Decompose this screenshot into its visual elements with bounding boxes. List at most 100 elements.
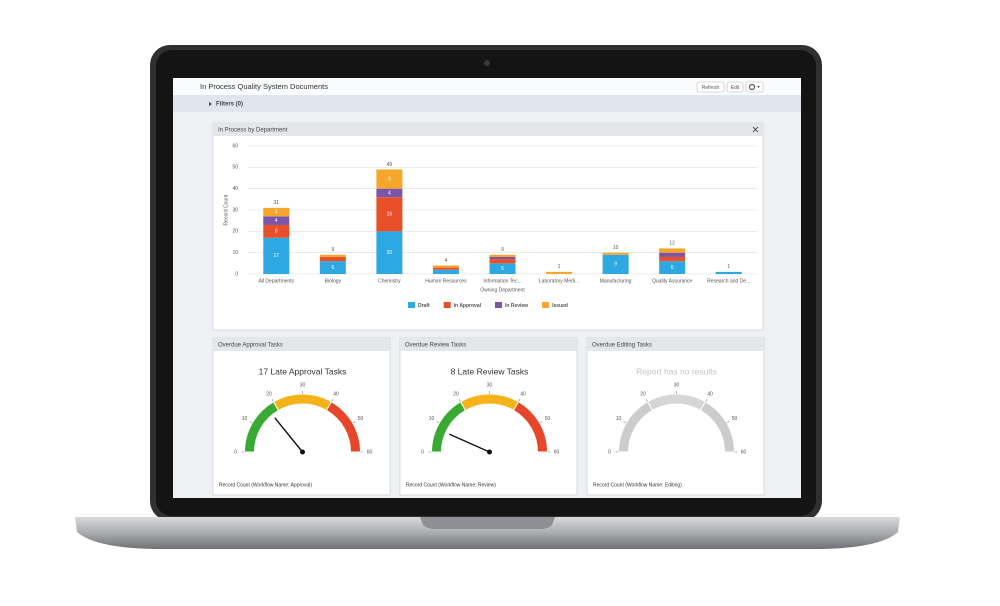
gauge-tick-label: 30 xyxy=(300,382,306,388)
segment-label: 9 xyxy=(614,262,617,268)
legend-swatch xyxy=(443,302,451,308)
gauge-tick-label: 10 xyxy=(242,416,248,422)
gauge-tick-label: 60 xyxy=(554,449,560,455)
segment-label: 16 xyxy=(387,212,393,218)
gauge-footer: Record Count (Workflow Name: Editing) xyxy=(593,482,682,488)
x-tick-label: Information Tec... xyxy=(483,278,521,284)
legend-label: Draft xyxy=(418,303,430,309)
total-label: 10 xyxy=(613,245,619,251)
legend-label: Issued xyxy=(552,303,568,309)
panel-title: In Process by Department xyxy=(218,128,288,134)
x-axis-title: Owning Department xyxy=(480,287,525,293)
gauge-title: Report has no results xyxy=(636,366,717,376)
total-label: 9 xyxy=(331,247,334,253)
filters-toggle[interactable]: Filters (0) xyxy=(216,102,243,108)
y-tick-label: 60 xyxy=(232,143,238,149)
total-label: 49 xyxy=(387,162,393,168)
x-tick-label: Human Resources xyxy=(425,278,467,284)
bar-segment xyxy=(546,271,573,274)
y-tick-label: 40 xyxy=(232,186,238,192)
bar-segment xyxy=(659,261,686,274)
bar-segment xyxy=(602,252,629,255)
legend-swatch xyxy=(495,302,502,308)
gauge-tick-label: 60 xyxy=(741,449,747,455)
gauge-footer: Record Count (Workflow Name: Approval) xyxy=(219,482,312,488)
bar-segment xyxy=(376,188,403,198)
gauge-tick-label: 20 xyxy=(266,391,272,397)
panel xyxy=(399,337,578,496)
bar-segment xyxy=(263,207,290,217)
gauge-tick-label: 30 xyxy=(674,382,680,388)
close-icon[interactable] xyxy=(752,126,759,133)
gauge-tick xyxy=(352,421,356,424)
gauge-tick xyxy=(331,399,334,402)
total-label: 12 xyxy=(669,241,675,247)
bar-segment xyxy=(376,169,403,189)
x-tick-label: Research and De... xyxy=(707,278,750,284)
panel xyxy=(586,337,765,496)
gauge-tick-label: 50 xyxy=(358,416,364,422)
filters-bar xyxy=(173,95,801,112)
gauge-tick-label: 20 xyxy=(640,391,646,397)
bar-segment xyxy=(319,256,346,262)
bar-segment xyxy=(263,224,290,238)
segment-label: 5 xyxy=(501,266,504,272)
panel-title: Overdue Review Tasks xyxy=(405,343,466,349)
bar-segment xyxy=(489,259,516,264)
refresh-label[interactable]: Refresh xyxy=(702,85,720,91)
x-tick-label: All Departments xyxy=(258,278,294,284)
bar-segment xyxy=(432,265,459,268)
gear-icon xyxy=(748,83,756,91)
gauge-title: 17 Late Approval Tasks xyxy=(259,366,347,376)
panel-header xyxy=(213,123,763,136)
bar-segment xyxy=(263,237,290,274)
bar-segment xyxy=(432,267,459,270)
gauge-tick xyxy=(458,399,461,402)
gauge-tick-label: 10 xyxy=(616,416,622,422)
refresh-button[interactable] xyxy=(696,81,725,93)
edit-label[interactable]: Edit xyxy=(731,85,740,91)
gauge-tick xyxy=(271,399,274,402)
legend-swatch xyxy=(408,302,415,308)
dashboard: In Process by Department0102030405060Rec… xyxy=(212,122,765,496)
gauge-tick-label: 40 xyxy=(520,391,526,397)
x-tick-label: Manufacturing xyxy=(600,278,632,284)
panel-header xyxy=(587,338,764,351)
panel xyxy=(212,337,391,496)
total-label: 31 xyxy=(273,200,279,206)
gauge-tick xyxy=(645,399,648,402)
gauge-tick xyxy=(726,421,730,424)
gauge-tick-label: 0 xyxy=(608,449,611,455)
y-axis-title: Record Count xyxy=(223,194,229,225)
filters-caret[interactable] xyxy=(209,102,212,106)
gauge-tick xyxy=(623,421,627,424)
segment-label: 6 xyxy=(275,229,278,235)
gauge-band xyxy=(512,401,549,453)
total-label: 1 xyxy=(727,264,730,270)
camera xyxy=(484,60,490,66)
segment-label: 4 xyxy=(388,190,391,196)
bar-segment xyxy=(659,256,686,262)
gauge-tick xyxy=(249,421,253,424)
segment-label: 20 xyxy=(387,250,393,256)
bar-segment xyxy=(376,231,403,274)
segment-label: 4 xyxy=(275,218,278,224)
bar-segment xyxy=(319,261,346,274)
y-tick-label: 0 xyxy=(235,271,238,277)
panel-title: Overdue Approval Tasks xyxy=(218,343,283,349)
bar-segment xyxy=(263,216,290,225)
header-bar xyxy=(173,78,801,95)
edit-button[interactable] xyxy=(726,81,744,93)
y-tick-label: 50 xyxy=(232,165,238,171)
y-tick-label: 10 xyxy=(232,250,238,256)
gauge-tick-label: 30 xyxy=(487,382,493,388)
bar-segment xyxy=(659,248,686,253)
bar-segment xyxy=(489,256,516,260)
x-tick-label: Chemistry xyxy=(378,278,401,284)
segment-label: 17 xyxy=(273,253,279,259)
gauge-tick-label: 60 xyxy=(367,449,373,455)
gauge-tick xyxy=(539,421,543,424)
gauge-needle xyxy=(449,433,490,453)
segment-label: 6 xyxy=(671,265,674,271)
